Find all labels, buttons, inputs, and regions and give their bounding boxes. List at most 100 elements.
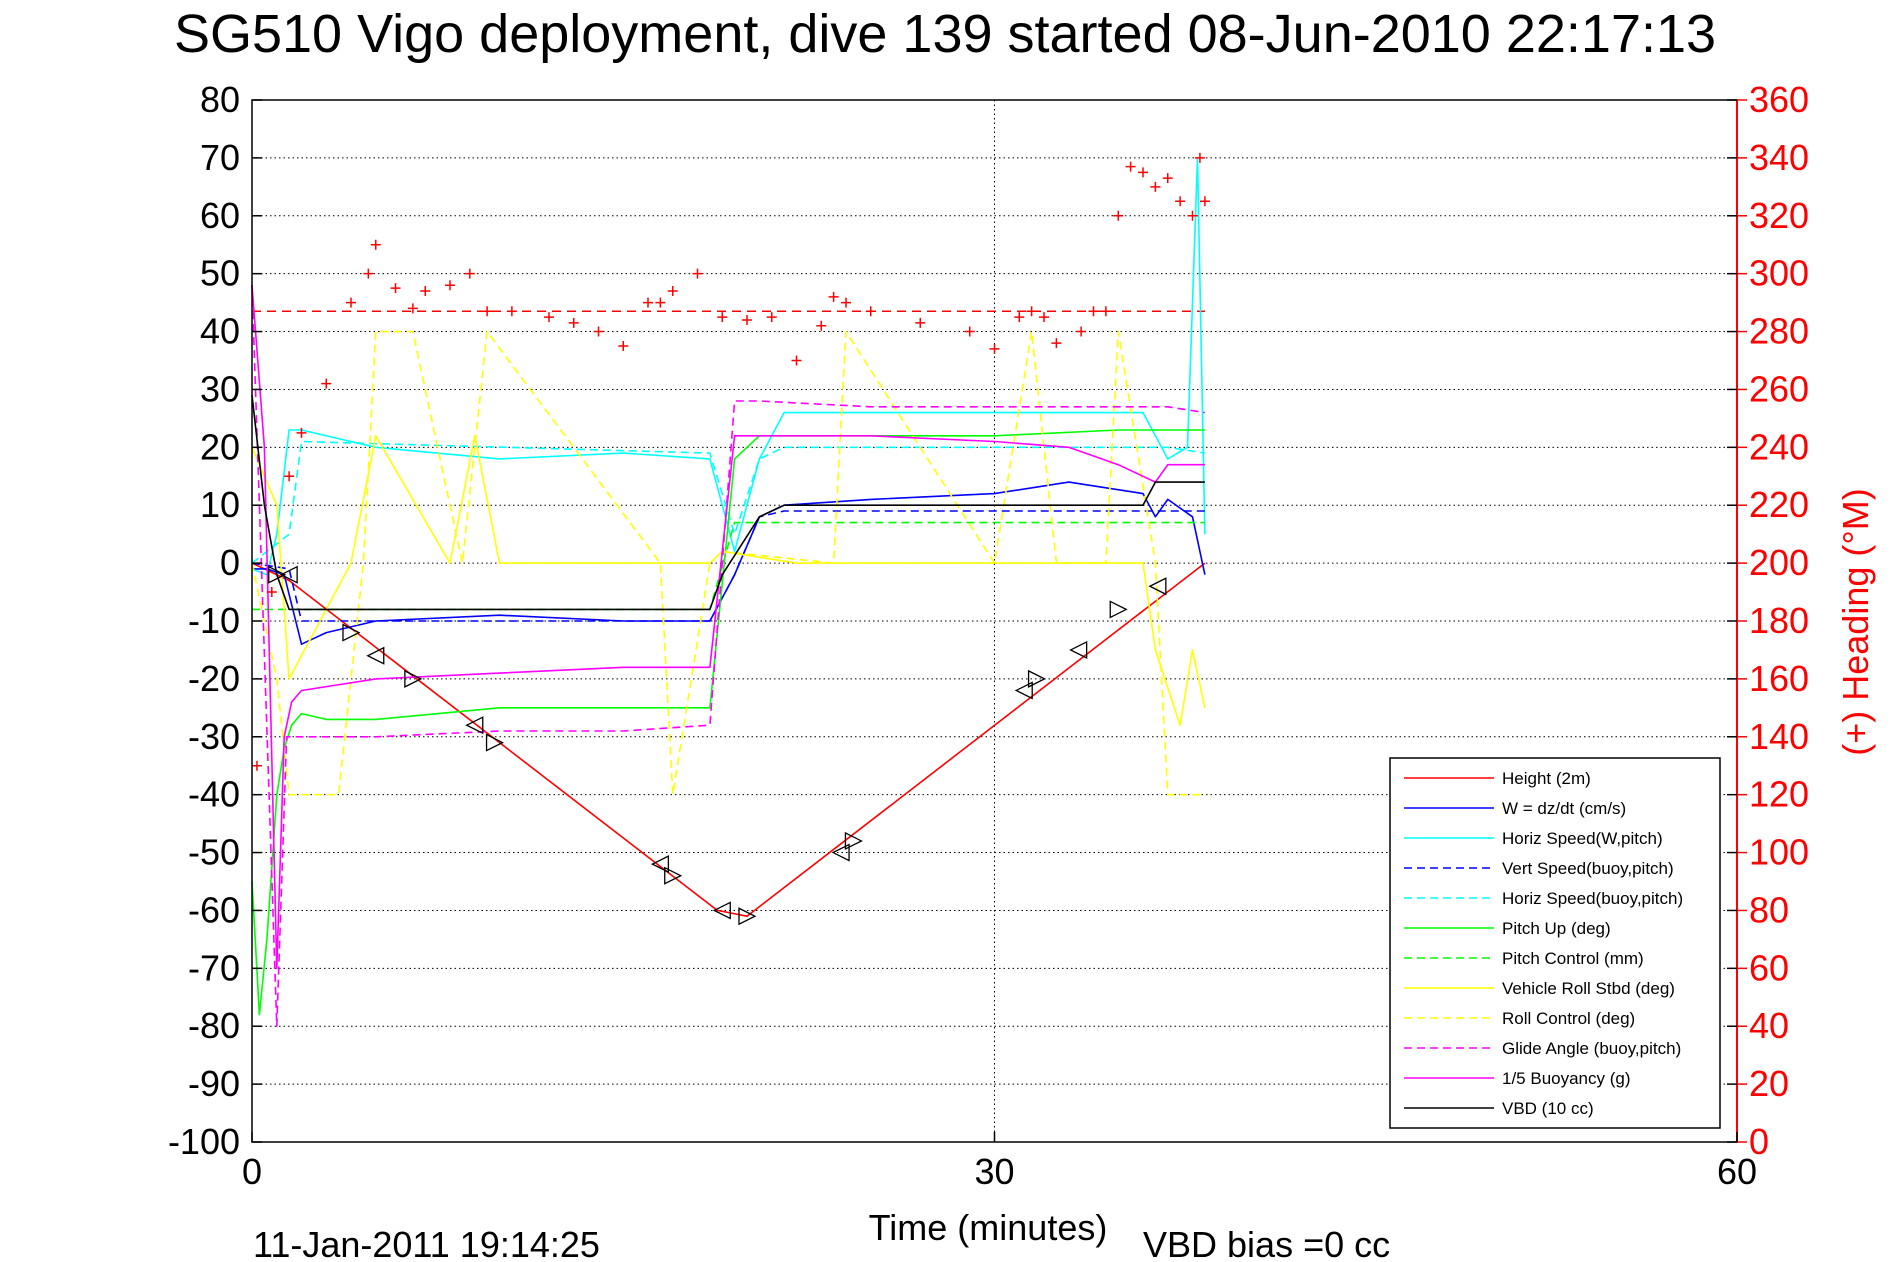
heading-point (321, 378, 332, 389)
y-tick-label: -100 (168, 1121, 240, 1162)
heading-point (266, 587, 277, 598)
legend-box (1389, 757, 1721, 1129)
heading-point (544, 312, 554, 323)
heading-point (742, 314, 752, 325)
triangle-marker (465, 716, 484, 735)
y2-tick-label: 60 (1749, 947, 1789, 988)
plot-area (251, 152, 1210, 1027)
heading-point (1088, 306, 1099, 317)
heading-point (482, 306, 493, 317)
y-tick-label: -80 (188, 1005, 240, 1046)
heading-point (1113, 210, 1124, 221)
heading-point (1100, 306, 1111, 317)
y2-tick-label: 240 (1749, 426, 1809, 467)
triangle-marker (712, 901, 731, 920)
legend-entry: Vehicle Roll Stbd (deg) (1502, 979, 1675, 998)
y2-tick-label: 20 (1749, 1063, 1789, 1104)
heading-point (1138, 167, 1148, 178)
y-tick-label: 60 (200, 195, 240, 236)
footer-vbd-bias: VBD bias =0 cc (1143, 1224, 1390, 1262)
triangle-marker (342, 623, 361, 642)
y2-tick-label: 320 (1749, 195, 1809, 236)
legend-entry: Vert Speed(buoy,pitch) (1502, 859, 1674, 878)
y-tick-label: -30 (188, 716, 240, 757)
y-tick-label: -70 (188, 947, 240, 988)
x-tick-label: 0 (242, 1151, 262, 1192)
right-y-axis-label: (+) Heading (°M) (1835, 488, 1876, 755)
triangle-marker (1109, 600, 1128, 619)
heading-point (506, 306, 517, 317)
heading-point (1125, 161, 1136, 172)
heading-point (865, 306, 876, 317)
y2-tick-label: 280 (1749, 311, 1809, 352)
legend-entry: Horiz Speed(buoy,pitch) (1502, 889, 1683, 908)
y2-tick-label: 40 (1749, 1005, 1789, 1046)
triangle-marker (1027, 669, 1047, 688)
triangle-marker (366, 646, 385, 665)
heading-point (1150, 181, 1161, 192)
heading-point (667, 286, 678, 297)
y2-tick-label: 0 (1749, 1121, 1769, 1162)
heading-point (964, 326, 975, 337)
series-line-4 (251, 440, 1206, 564)
x-axis-label: Time (minutes) (869, 1207, 1108, 1248)
y2-tick-label: 80 (1749, 889, 1789, 930)
y-tick-label: 0 (220, 542, 240, 583)
triangle-marker (1148, 577, 1167, 596)
heading-point (766, 312, 777, 323)
legend-entry: Pitch Control (mm) (1502, 949, 1644, 968)
y2-tick-label: 300 (1749, 253, 1809, 294)
legend-entry: Glide Angle (buoy,pitch) (1502, 1039, 1681, 1058)
heading-point (1014, 312, 1025, 323)
series-line-7 (251, 434, 1206, 727)
heading-point (717, 312, 728, 323)
heading-point (363, 268, 374, 279)
series-line-2 (251, 157, 1206, 576)
series-line-11 (251, 395, 1205, 611)
heading-point (407, 303, 418, 314)
legend-entry: Horiz Speed(W,pitch) (1502, 829, 1663, 848)
heading-point (464, 268, 475, 279)
y2-tick-label: 340 (1749, 137, 1809, 178)
heading-point (284, 471, 295, 482)
series-line-1 (252, 481, 1206, 646)
heading-point (370, 239, 381, 250)
y2-tick-label: 160 (1749, 658, 1809, 699)
heading-point (1051, 338, 1062, 349)
y2-tick-label: 120 (1749, 774, 1809, 815)
legend-entry: Height (2m) (1502, 769, 1591, 788)
y-tick-label: 40 (200, 311, 240, 352)
heading-point (1026, 306, 1037, 317)
x-tick-label: 30 (974, 1151, 1014, 1192)
y-tick-label: -60 (188, 889, 240, 930)
y2-tick-label: 360 (1749, 79, 1809, 120)
series-line-5 (251, 429, 1205, 1016)
y-tick-label: -10 (188, 600, 240, 641)
heading-point (1076, 326, 1087, 337)
y-tick-label: -40 (188, 774, 240, 815)
y2-tick-label: 180 (1749, 600, 1809, 641)
y-tick-label: 20 (200, 426, 240, 467)
heading-point (791, 355, 802, 366)
heading-point (643, 297, 653, 308)
heading-point (618, 341, 629, 352)
triangle-marker (1014, 681, 1033, 700)
y-tick-label: -90 (188, 1063, 240, 1104)
heading-point (568, 317, 579, 328)
legend: Height (2m) W = dz/dt (cm/s) Horiz Speed(W… (1389, 757, 1721, 1129)
x-axis: 0 30 60 (242, 1132, 1757, 1192)
heading-point (816, 320, 827, 331)
y-tick-label: 30 (200, 368, 240, 409)
y-tick-label: 50 (200, 253, 240, 294)
heading-point (296, 427, 307, 438)
heading-point (1199, 196, 1210, 207)
heading-point (1162, 173, 1173, 184)
heading-point (420, 286, 431, 297)
legend-entry: Roll Control (deg) (1502, 1009, 1635, 1028)
series-line-9 (251, 285, 1206, 1027)
legend-entry: W = dz/dt (cm/s) (1502, 799, 1626, 818)
heading-point (593, 326, 604, 337)
y-tick-label: -50 (188, 832, 240, 873)
chart-title: SG510 Vigo deployment, dive 139 started … (174, 4, 1716, 64)
